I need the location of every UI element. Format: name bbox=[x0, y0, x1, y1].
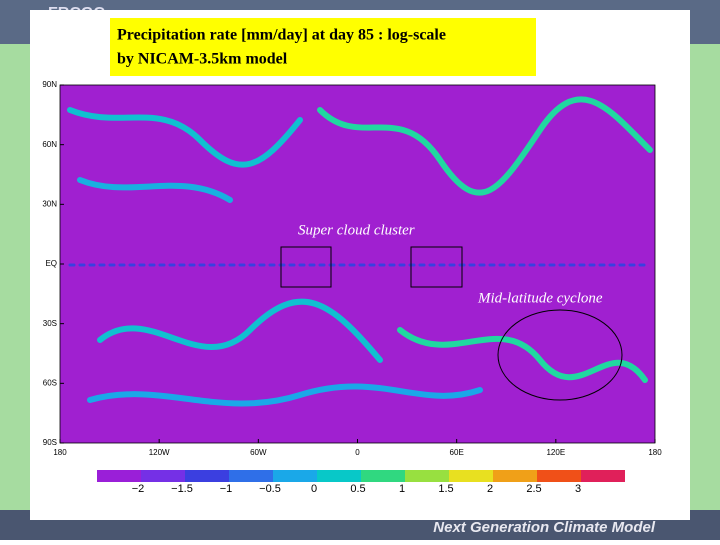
color-swatch bbox=[361, 470, 405, 482]
colorbar-label: 1 bbox=[399, 483, 405, 495]
title-box bbox=[110, 18, 536, 76]
colorbar-label: −1 bbox=[220, 483, 233, 495]
color-swatch bbox=[273, 470, 317, 482]
colorbar-label: 0.5 bbox=[350, 483, 365, 495]
colorbar-label: −0.5 bbox=[259, 483, 281, 495]
color-swatch bbox=[537, 470, 581, 482]
lon-label: 120W bbox=[149, 448, 170, 457]
highlight-box bbox=[410, 246, 463, 288]
footer-text: Next Generation Climate Model bbox=[433, 519, 656, 536]
colorbar: −2 −1.5 −1 −0.5 0 0.5 1 1.5 2 2.5 3 bbox=[97, 470, 625, 495]
lon-label: 180 bbox=[53, 448, 67, 457]
colorbar-label: −1.5 bbox=[171, 483, 193, 495]
color-swatch bbox=[229, 470, 273, 482]
color-swatch bbox=[581, 470, 625, 482]
lon-label: 180 bbox=[648, 448, 662, 457]
lon-label: 60W bbox=[250, 448, 267, 457]
color-swatch bbox=[449, 470, 493, 482]
colorbar-label: 1.5 bbox=[438, 483, 453, 495]
lat-label: 60N bbox=[42, 140, 57, 149]
map: Super cloud cluster Mid-latitude cyclone bbox=[59, 84, 656, 444]
lon-label: 0 bbox=[355, 448, 360, 457]
highlight-box bbox=[280, 246, 332, 288]
color-swatch bbox=[97, 470, 141, 482]
lon-label: 120E bbox=[546, 448, 565, 457]
color-swatch bbox=[185, 470, 229, 482]
colorbar-label: 3 bbox=[575, 483, 581, 495]
color-swatch bbox=[405, 470, 449, 482]
lat-label: 60S bbox=[43, 378, 57, 387]
title-line: by NICAM-3.5km model bbox=[117, 51, 288, 68]
colorbar-label: 2.5 bbox=[526, 483, 541, 495]
annotation: Super cloud cluster bbox=[298, 222, 415, 238]
color-swatch bbox=[317, 470, 361, 482]
lat-label: 30S bbox=[43, 319, 57, 328]
title-line: Precipitation rate [mm/day] at day 85 : … bbox=[117, 27, 446, 44]
lat-label: 90N bbox=[42, 80, 57, 89]
lon-label: 60E bbox=[450, 448, 464, 457]
colorbar-label: 0 bbox=[311, 483, 317, 495]
precip-swirls bbox=[67, 96, 653, 407]
highlight-ellipse bbox=[497, 309, 623, 401]
color-swatch bbox=[493, 470, 537, 482]
color-swatch bbox=[141, 470, 185, 482]
colorbar-label: 2 bbox=[487, 483, 493, 495]
annotation: Mid-latitude cyclone bbox=[477, 290, 603, 306]
lat-label: EQ bbox=[45, 259, 57, 268]
colorbar-label: −2 bbox=[132, 483, 145, 495]
lat-label: 90S bbox=[43, 438, 57, 447]
lat-label: 30N bbox=[42, 199, 57, 208]
